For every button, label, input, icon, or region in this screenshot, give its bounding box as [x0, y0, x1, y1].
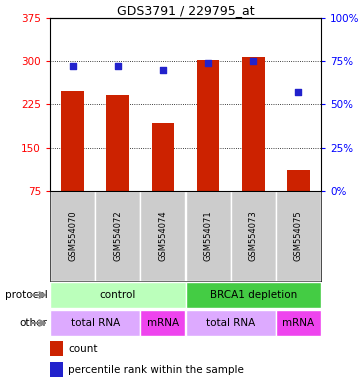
Bar: [186, 310, 276, 336]
Bar: [287, 170, 310, 191]
Bar: [276, 310, 321, 336]
Text: GSM554072: GSM554072: [113, 211, 122, 262]
Text: total RNA: total RNA: [206, 318, 255, 328]
Bar: [50, 281, 186, 308]
Point: [115, 63, 121, 70]
Text: BRCA1 depletion: BRCA1 depletion: [210, 290, 297, 300]
Bar: [50, 310, 140, 336]
Text: total RNA: total RNA: [70, 318, 120, 328]
Text: GSM554073: GSM554073: [249, 211, 258, 262]
Bar: [140, 310, 186, 336]
Point: [160, 67, 166, 73]
Text: percentile rank within the sample: percentile rank within the sample: [69, 365, 244, 375]
Bar: [152, 123, 174, 191]
Text: mRNA: mRNA: [282, 318, 314, 328]
Bar: [50, 362, 63, 377]
Title: GDS3791 / 229795_at: GDS3791 / 229795_at: [117, 4, 254, 17]
Text: other: other: [19, 318, 47, 328]
Bar: [95, 191, 140, 281]
Text: GSM554070: GSM554070: [68, 211, 77, 262]
Bar: [61, 91, 84, 191]
Text: protocol: protocol: [5, 290, 47, 300]
Bar: [186, 281, 321, 308]
Bar: [231, 191, 276, 281]
Point: [70, 63, 75, 70]
Bar: [140, 191, 186, 281]
Point: [251, 58, 256, 65]
Bar: [186, 191, 231, 281]
Point: [296, 89, 301, 96]
Text: control: control: [100, 290, 136, 300]
Text: count: count: [69, 344, 98, 354]
Text: mRNA: mRNA: [147, 318, 179, 328]
Bar: [50, 341, 63, 356]
Bar: [242, 56, 265, 191]
Text: GSM554071: GSM554071: [204, 211, 213, 262]
Text: GSM554074: GSM554074: [158, 211, 168, 262]
Bar: [197, 60, 219, 191]
Bar: [106, 95, 129, 191]
Bar: [50, 191, 95, 281]
Text: GSM554075: GSM554075: [294, 211, 303, 262]
Bar: [276, 191, 321, 281]
Point: [205, 60, 211, 66]
